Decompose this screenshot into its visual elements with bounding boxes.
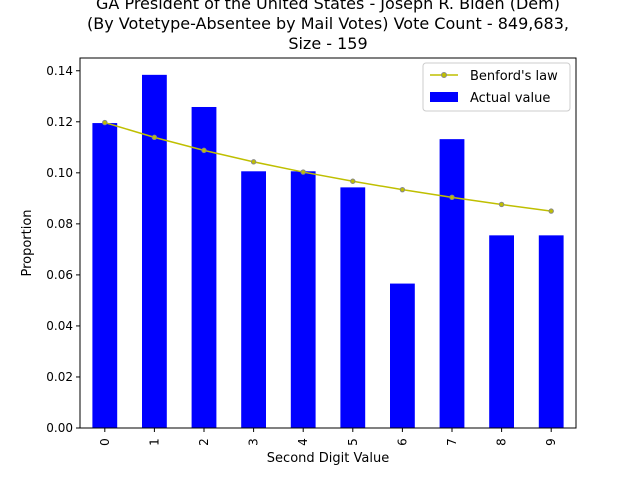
bar-0 (92, 123, 118, 428)
benford-point-2 (201, 147, 207, 154)
chart-title-line-2: (By Votetype-Absentee by Mail Votes) Vot… (87, 14, 569, 33)
y-tick-label: 0.12 (46, 115, 73, 129)
benford-point-5 (350, 178, 356, 184)
legend-label-actual: Actual value (470, 91, 550, 106)
benford-line (104, 121, 552, 212)
x-tick-label: 2 (197, 438, 211, 446)
bar-6 (390, 283, 415, 428)
bar-2 (191, 106, 217, 428)
benford-point-1 (151, 134, 158, 141)
bar-7 (439, 139, 465, 428)
benford-point-6 (399, 186, 406, 193)
benford-point-0 (102, 119, 108, 126)
bar-3 (241, 171, 266, 428)
x-tick-label: 1 (147, 438, 161, 446)
benford-line-layer (102, 119, 554, 214)
chart-title-line-3: Size - 159 (288, 34, 367, 53)
x-tick-label: 9 (544, 438, 558, 446)
bar-4 (290, 171, 316, 428)
x-tick-label: 0 (98, 438, 112, 446)
benford-point-8 (498, 201, 505, 208)
bar-1 (142, 74, 167, 429)
y-tick-label: 0.06 (46, 268, 73, 282)
y-tick-label: 0.04 (46, 319, 73, 333)
legend-bar-swatch (430, 92, 458, 102)
y-tick-label: 0.10 (46, 166, 73, 180)
legend-marker-swatch (441, 72, 447, 78)
x-axis-label: Second Digit Value (267, 451, 389, 466)
legend-box (422, 62, 571, 112)
chart-title: GA President of the United States - Jose… (87, 0, 569, 53)
x-tick-label: 8 (495, 438, 509, 446)
y-tick-label: 0.02 (46, 370, 73, 384)
x-tick-label: 6 (395, 438, 409, 446)
x-tick-label: 5 (346, 438, 360, 446)
benford-point-4 (300, 169, 306, 175)
legend: Benford's law Actual value (422, 62, 571, 112)
bar-5 (340, 187, 366, 428)
y-axis-label: Proportion (20, 209, 35, 276)
x-tick-label: 7 (445, 438, 459, 446)
benford-point-9 (548, 208, 554, 214)
plot-area-frame (79, 57, 577, 429)
y-axis: 0.00 0.02 0.04 0.06 0.08 0.10 0.12 0.14 (46, 64, 80, 435)
bars-layer (92, 74, 564, 429)
benford-point-3 (250, 159, 257, 165)
chart-title-line-1: GA President of the United States - Jose… (96, 0, 560, 13)
y-tick-label: 0.00 (46, 421, 73, 435)
legend-label-benford: Benford's law (470, 69, 558, 84)
bar-8 (489, 235, 514, 428)
x-tick-label: 3 (247, 438, 261, 446)
x-axis: 0 1 2 3 4 5 6 7 8 9 (98, 428, 558, 446)
y-tick-label: 0.08 (46, 217, 73, 231)
bar-9 (538, 235, 564, 428)
benford-point-7 (449, 194, 455, 201)
y-tick-label: 0.14 (46, 64, 73, 78)
x-tick-label: 4 (296, 438, 310, 446)
